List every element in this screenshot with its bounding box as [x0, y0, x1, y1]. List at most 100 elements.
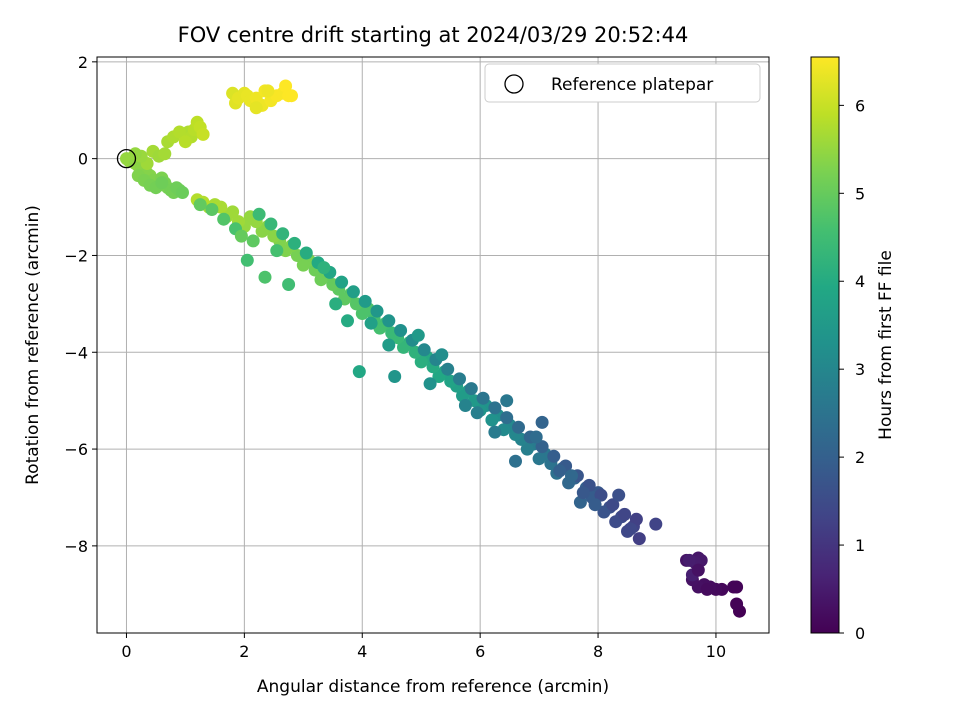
scatter-point	[606, 498, 620, 512]
scatter-point	[632, 532, 646, 546]
x-tick-label: 0	[121, 642, 131, 661]
scatter-point	[341, 314, 354, 328]
colorbar-tick-label: 5	[855, 184, 865, 203]
scatter-point	[158, 147, 172, 161]
scatter-point	[520, 442, 534, 456]
colorbar-tick-label: 2	[855, 448, 865, 467]
scatter-point	[388, 370, 402, 383]
scatter-point	[700, 582, 714, 596]
x-tick-label: 4	[357, 642, 367, 661]
scatter-point	[128, 147, 142, 161]
scatter-point	[414, 355, 428, 369]
x-axis-label: Angular distance from reference (arcmin)	[257, 677, 609, 697]
x-tick-label: 10	[706, 642, 726, 661]
y-axis-label: Rotation from reference (arcmin)	[23, 205, 43, 485]
scatter-point	[612, 488, 626, 502]
scatter-point	[335, 275, 349, 289]
scatter-point	[249, 101, 263, 115]
scatter-point	[255, 224, 269, 238]
scatter-point	[299, 246, 313, 260]
y-tick-label: −8	[64, 537, 88, 556]
scatter-point	[691, 563, 705, 577]
y-tick-label: −6	[64, 440, 88, 459]
scatter-point	[193, 198, 207, 212]
colorbar-gradient	[810, 56, 840, 634]
scatter-point	[417, 343, 431, 357]
colorbar-tick-label: 6	[855, 96, 865, 115]
scatter-point	[529, 430, 543, 444]
scatter-point	[178, 135, 192, 149]
y-axis-ticks: 2 0 −2 −4 −6 −8	[64, 53, 97, 556]
grid-lines	[97, 57, 769, 633]
scatter-point	[397, 340, 410, 354]
scatter-point	[317, 261, 331, 275]
y-tick-label: 2	[78, 53, 88, 72]
colorbar-tick-label: 4	[855, 272, 865, 291]
plot-frame	[96, 56, 770, 634]
scatter-point	[730, 597, 744, 611]
scatter-point	[441, 362, 455, 376]
scatter-point	[500, 411, 514, 425]
scatter-point	[176, 186, 189, 199]
scatter-point	[488, 425, 502, 439]
scatter-point	[288, 236, 301, 250]
scatter-point	[624, 522, 637, 536]
scatter-point	[258, 270, 272, 284]
scatter-point	[485, 413, 499, 427]
scatter-point	[394, 324, 408, 337]
scatter-point	[364, 316, 378, 330]
scatter-point	[535, 415, 549, 429]
scatter-point	[234, 229, 248, 243]
scatter-point	[588, 498, 602, 512]
colorbar-tick-label: 3	[855, 360, 865, 379]
scatter-point	[547, 449, 561, 463]
scatter-point	[470, 406, 484, 420]
scatter-point	[282, 278, 296, 291]
y-tick-label: −2	[64, 246, 88, 265]
scatter-point	[597, 505, 611, 519]
scatter-point	[246, 234, 260, 248]
scatter-point	[217, 212, 231, 226]
x-tick-label: 6	[475, 642, 485, 661]
scatter-point	[565, 469, 578, 483]
y-tick-label: 0	[78, 150, 88, 169]
x-axis-ticks: 0 2 4 6 8 10	[121, 633, 726, 661]
legend-label: Reference platepar	[551, 75, 713, 95]
colorbar-tick-label: 1	[855, 536, 865, 555]
colorbar-ticks: 0 1 2 3 4 5 6	[839, 96, 865, 643]
colorbar-tick-label: 0	[855, 624, 865, 643]
scatter-point	[576, 486, 590, 500]
scatter-point	[435, 348, 449, 362]
scatter-point	[476, 391, 490, 405]
scatter-point	[382, 338, 396, 352]
scatter-point	[346, 285, 360, 299]
scatter-point	[382, 314, 396, 328]
x-tick-label: 8	[593, 642, 603, 661]
scatter-point	[276, 227, 290, 241]
scatter-point	[423, 377, 437, 391]
scatter-point	[411, 328, 425, 342]
scatter-point	[629, 512, 643, 526]
scatter-point	[314, 273, 328, 287]
scatter-point	[252, 207, 266, 221]
colorbar: 0 1 2 3 4 5 6 Hours from first FF file	[810, 56, 896, 643]
legend: Reference platepar	[484, 63, 761, 103]
scatter-point	[155, 176, 169, 190]
scatter-point	[730, 580, 744, 594]
chart-title: FOV centre drift starting at 2024/03/29 …	[178, 23, 689, 47]
scatter-point	[355, 307, 369, 320]
scatter-point	[352, 365, 366, 379]
scatter-point	[196, 127, 210, 141]
scatter-point	[453, 372, 466, 386]
reference-platepar-marker	[116, 148, 137, 169]
scatter-point	[264, 217, 278, 231]
scatter-point	[329, 297, 343, 311]
y-tick-label: −4	[64, 343, 88, 362]
scatter-point	[432, 370, 446, 383]
scatter-point	[173, 125, 186, 139]
scatter-point	[270, 244, 284, 258]
scatter-point	[618, 507, 632, 521]
scatter-point	[261, 84, 275, 98]
scatter-point	[535, 440, 549, 454]
